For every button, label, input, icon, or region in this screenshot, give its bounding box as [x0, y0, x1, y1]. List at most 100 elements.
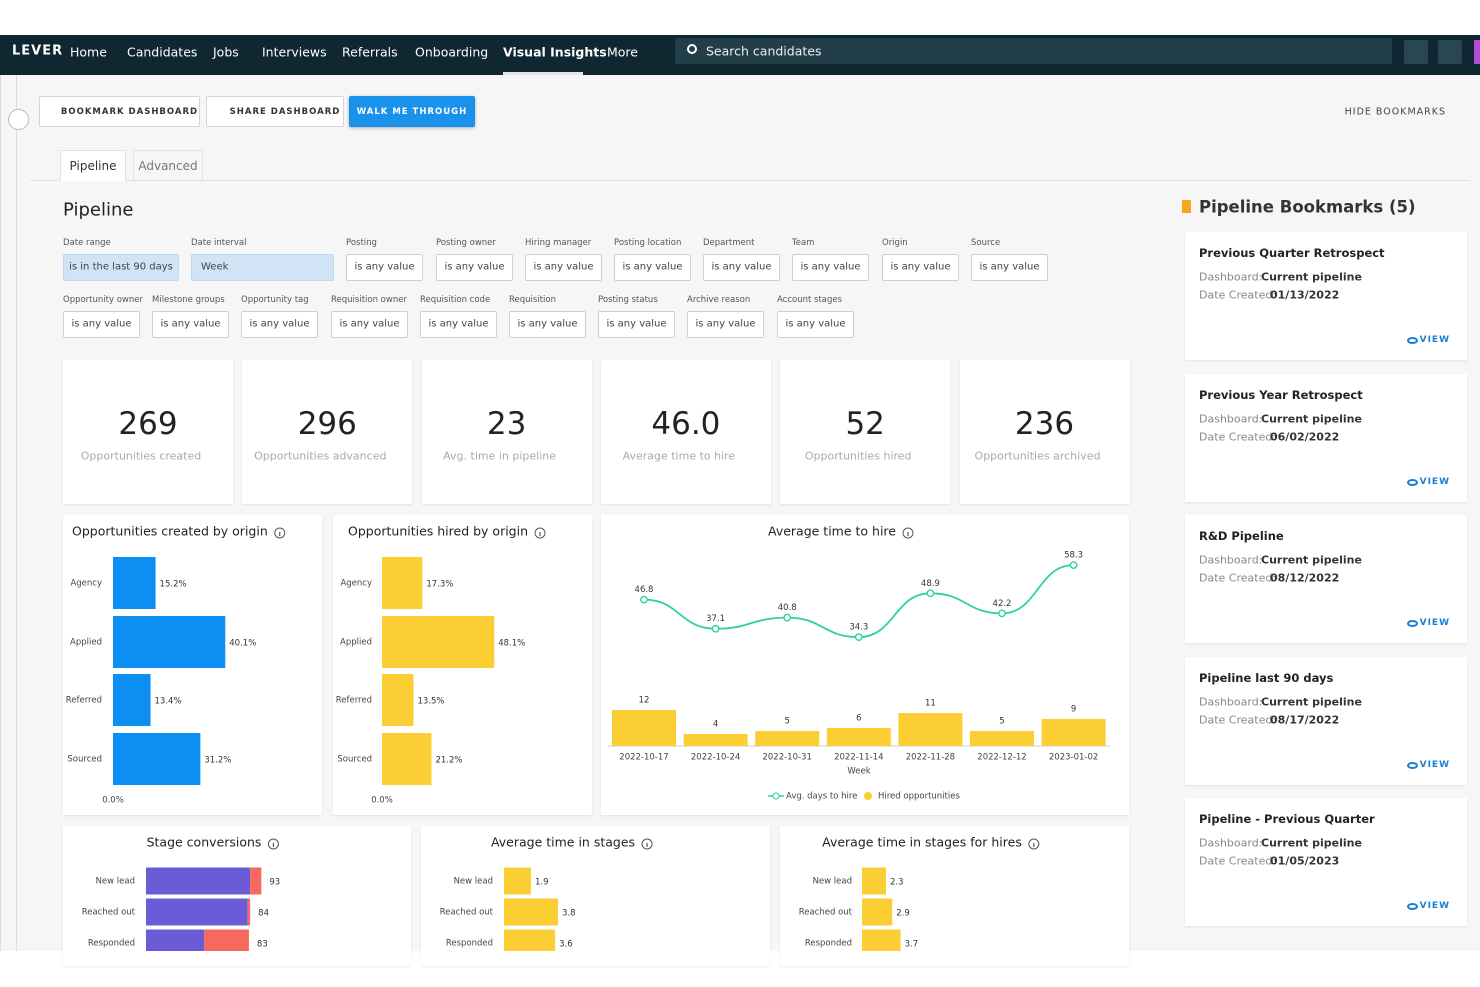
- kpi-label: Opportunities advanced: [254, 449, 387, 463]
- nav-item[interactable]: Referrals: [342, 44, 398, 60]
- filter-input[interactable]: [777, 311, 854, 338]
- bookmarks-title: Pipeline Bookmarks (5): [1199, 197, 1416, 217]
- nav-item[interactable]: Onboarding: [415, 44, 489, 60]
- filter-value[interactable]: is any value: [533, 261, 594, 273]
- point: [640, 595, 648, 604]
- tab-label[interactable]: Advanced: [138, 159, 198, 173]
- value-label: 9: [1071, 705, 1076, 715]
- filter-input[interactable]: [525, 254, 602, 281]
- tab-label[interactable]: Pipeline: [69, 159, 117, 173]
- filter-input[interactable]: [436, 254, 513, 281]
- bookmark-dashboard-label: Dashboard:: [1199, 695, 1263, 708]
- tab[interactable]: [60, 150, 126, 181]
- filter-value[interactable]: is any value: [444, 261, 505, 273]
- filter-input[interactable]: [346, 254, 423, 281]
- toolbar-button-label[interactable]: BOOKMARK DASHBOARD: [60, 107, 199, 117]
- filter-value[interactable]: is in the last 90 days: [69, 261, 173, 273]
- toolbar-button-label[interactable]: WALK ME THROUGH: [356, 107, 468, 117]
- filter-value[interactable]: is any value: [979, 261, 1040, 273]
- search-box[interactable]: [675, 38, 1392, 64]
- info-icon: [267, 838, 279, 850]
- toolbar-button[interactable]: [349, 96, 475, 127]
- filter-value[interactable]: Week: [201, 261, 229, 273]
- nav-item[interactable]: Home: [70, 44, 107, 60]
- bookmark-view[interactable]: VIEW: [1419, 759, 1450, 770]
- filter-input[interactable]: [598, 311, 675, 338]
- filter-value[interactable]: is any value: [695, 318, 756, 330]
- filter-input[interactable]: [614, 254, 691, 281]
- category-label: Referred: [336, 696, 372, 706]
- bookmark-view[interactable]: VIEW: [1419, 335, 1450, 345]
- value-label: 11: [925, 699, 936, 709]
- filter-input[interactable]: [191, 254, 334, 281]
- value-label: 3.8: [562, 909, 576, 919]
- bookmark-view[interactable]: VIEW: [1419, 901, 1450, 911]
- filter-value[interactable]: is any value: [160, 318, 221, 330]
- hide-bookmarks[interactable]: HIDE BOOKMARKS: [1344, 106, 1446, 118]
- nav-item[interactable]: Interviews: [262, 44, 327, 60]
- filter-input[interactable]: [63, 254, 179, 281]
- bookmark-card[interactable]: [1185, 515, 1467, 643]
- kpi-card: [242, 360, 413, 504]
- point: [926, 589, 935, 598]
- filter-label: Posting status: [598, 295, 658, 305]
- filter-value[interactable]: is any value: [606, 318, 667, 330]
- filter-value[interactable]: is any value: [71, 318, 132, 330]
- filter-input[interactable]: [792, 254, 869, 281]
- value-label: 5: [999, 717, 1004, 727]
- filter-value[interactable]: is any value: [622, 261, 683, 273]
- filter-value[interactable]: is any value: [517, 318, 578, 330]
- filter-value[interactable]: is any value: [785, 318, 846, 330]
- filter-input[interactable]: [509, 311, 586, 338]
- value-label: 3.7: [905, 940, 919, 950]
- toolbar-button-label[interactable]: SHARE DASHBOARD: [229, 107, 341, 117]
- bookmark-card[interactable]: [1185, 798, 1467, 926]
- filter-value[interactable]: is any value: [339, 318, 400, 330]
- tab[interactable]: [133, 150, 203, 181]
- filter-input[interactable]: [241, 311, 318, 338]
- filter-value[interactable]: is any value: [711, 261, 772, 273]
- bar: [382, 557, 423, 609]
- filter-input[interactable]: [331, 311, 408, 338]
- filter-input[interactable]: [63, 311, 140, 338]
- info-icon: [274, 527, 286, 539]
- bar-segment: [146, 867, 251, 895]
- bar: [898, 713, 963, 746]
- bar-segment: [247, 898, 251, 926]
- bookmark-card[interactable]: [1185, 656, 1467, 785]
- bar: [862, 929, 901, 951]
- bar: [1041, 719, 1106, 746]
- filter-input[interactable]: [703, 254, 780, 281]
- total-label: 93: [269, 878, 280, 888]
- filter-input[interactable]: [420, 311, 497, 338]
- filter-value[interactable]: is any value: [354, 261, 415, 273]
- nav-item[interactable]: Jobs: [213, 44, 239, 60]
- expand-button[interactable]: [8, 109, 29, 130]
- filter-value[interactable]: is any value: [890, 261, 951, 273]
- bookmark-card[interactable]: [1185, 373, 1467, 502]
- filter-input[interactable]: [971, 254, 1048, 281]
- filter-input[interactable]: [687, 311, 764, 338]
- nav-item[interactable]: Visual Insights: [503, 44, 607, 60]
- filter-value[interactable]: is any value: [428, 318, 489, 330]
- bookmark-name: R&D Pipeline: [1199, 529, 1284, 543]
- filter-value[interactable]: is any value: [800, 261, 861, 273]
- filter-label: Posting: [346, 238, 377, 248]
- toolbar-button[interactable]: [39, 96, 200, 127]
- bookmark-card[interactable]: [1185, 232, 1467, 360]
- filter-value[interactable]: is any value: [249, 318, 310, 330]
- nav-item[interactable]: More: [607, 44, 638, 60]
- filter-input[interactable]: [152, 311, 229, 338]
- bookmark-view[interactable]: VIEW: [1419, 476, 1450, 487]
- nav-item[interactable]: Candidates: [127, 44, 198, 60]
- filter-label: Requisition owner: [331, 295, 407, 305]
- point: [1069, 561, 1078, 569]
- view-icon: [1407, 761, 1418, 769]
- filter-input[interactable]: [882, 254, 959, 281]
- assistant-button[interactable]: [1438, 40, 1462, 64]
- total-label: 84: [258, 909, 269, 919]
- toolbar-button[interactable]: [206, 96, 344, 127]
- notifications-button[interactable]: [1404, 40, 1428, 64]
- bookmark-view[interactable]: VIEW: [1419, 618, 1450, 628]
